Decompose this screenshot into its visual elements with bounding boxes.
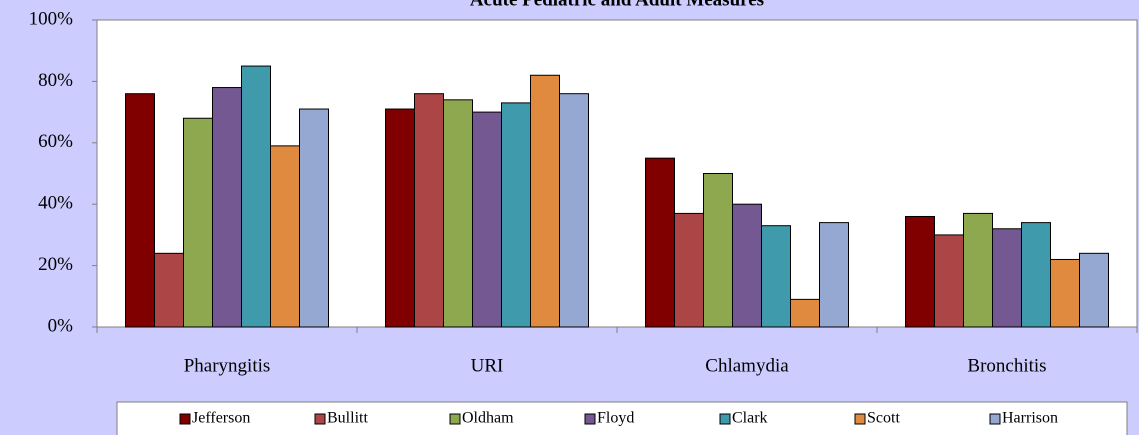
chart-title: Acute Pediatric and Adult Measures: [470, 0, 764, 10]
bar: [212, 87, 242, 328]
legend-swatch: [719, 413, 731, 425]
legend-swatch: [584, 413, 596, 425]
x-tick-label: Chlamydia: [705, 355, 789, 376]
legend-label: Scott: [867, 410, 900, 427]
legend-label: Jefferson: [192, 410, 250, 427]
bar: [790, 298, 820, 328]
bar: [963, 212, 993, 328]
bar: [472, 111, 502, 328]
bar: [761, 225, 791, 328]
bar: [645, 157, 675, 328]
bar: [154, 252, 184, 328]
legend-swatch: [314, 413, 326, 425]
bar: [732, 203, 762, 328]
bar: [443, 99, 473, 328]
bar: [385, 108, 415, 328]
bar: [992, 228, 1022, 328]
legend-label: Harrison: [1002, 410, 1058, 427]
y-tick-label: 40%: [38, 193, 73, 214]
y-tick-label: 100%: [29, 8, 74, 29]
bar: [183, 117, 213, 328]
bar: [501, 102, 531, 328]
bar: [1021, 222, 1051, 328]
bar: [125, 93, 155, 328]
x-tick-label: Pharyngitis: [184, 355, 271, 376]
bar: [819, 222, 849, 328]
legend-box: [116, 401, 1128, 435]
legend-swatch: [989, 413, 1001, 425]
legend-label: Floyd: [597, 410, 634, 427]
y-tick-label: 60%: [38, 131, 73, 152]
y-tick-label: 80%: [38, 70, 73, 91]
bar: [241, 65, 271, 328]
bar: [1050, 258, 1080, 328]
bar: [270, 145, 300, 328]
legend-swatch: [854, 413, 866, 425]
bar: [905, 215, 935, 328]
x-tick-label: URI: [471, 355, 504, 376]
legend-label: Clark: [732, 410, 768, 427]
bar: [530, 74, 560, 328]
legend-label: Oldham: [462, 410, 514, 427]
bar: [674, 212, 704, 328]
bar: [703, 173, 733, 328]
legend-swatch: [449, 413, 461, 425]
legend-swatch: [179, 413, 191, 425]
bar: [414, 93, 444, 328]
y-tick-label: 20%: [38, 254, 73, 275]
bar: [559, 93, 589, 328]
legend-label: Bullitt: [327, 410, 368, 427]
y-tick-label: 0%: [48, 315, 74, 336]
bar: [934, 234, 964, 328]
bar: [1079, 252, 1109, 328]
x-tick-label: Bronchitis: [967, 355, 1046, 376]
bar: [299, 108, 329, 328]
